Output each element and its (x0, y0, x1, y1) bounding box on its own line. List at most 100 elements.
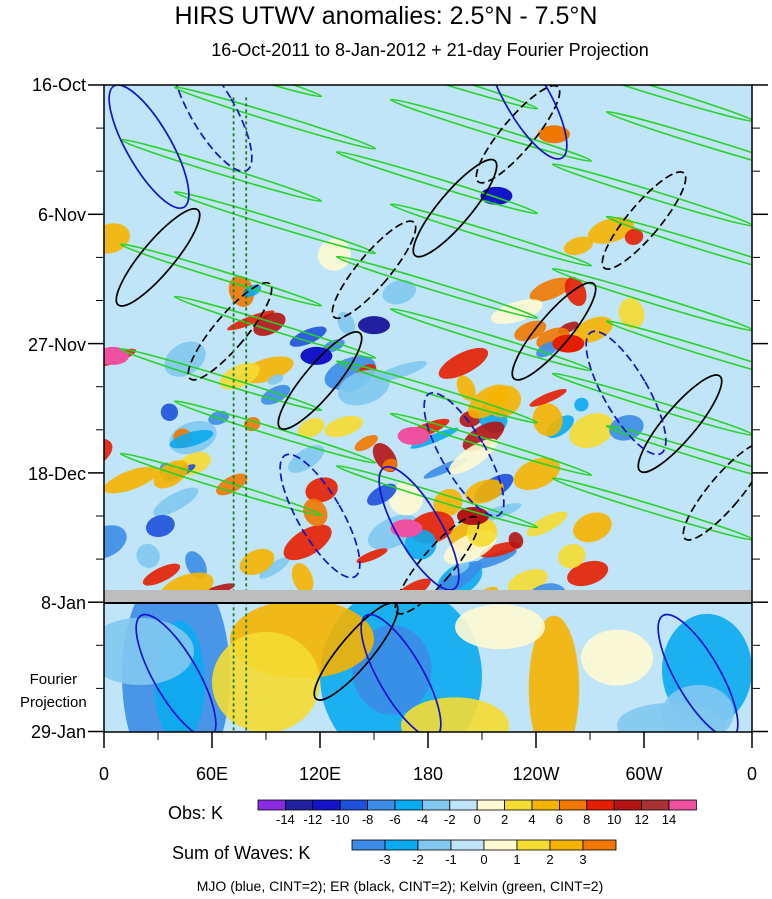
colorbar-cell (516, 839, 551, 851)
obs-blob (0, 437, 16, 491)
colorbar-label: 6 (555, 812, 564, 827)
colorbar-label: 2 (500, 812, 509, 827)
obs-blob (564, 276, 587, 306)
obs-blob (624, 228, 644, 246)
obs-blob (532, 403, 563, 437)
colorbar-cell (284, 799, 314, 811)
mjo-contour (423, 391, 505, 517)
y-tick-label-27-nov: 27-Nov (27, 335, 86, 355)
obs-blob (382, 279, 416, 305)
x-tick-label-60w: 60W (625, 764, 663, 784)
mjo-contour (135, 613, 217, 732)
obs-blob (104, 223, 130, 254)
colorbar-cell (549, 839, 584, 851)
er-contour (682, 441, 752, 541)
obs-blob (20, 751, 59, 786)
fourier-label-line-1: Fourier (29, 671, 78, 688)
obs-core (358, 316, 390, 335)
kelvin-contour (173, 190, 377, 255)
colorbar-cell (613, 799, 643, 811)
obs-blob (461, 731, 517, 782)
er-contour (601, 171, 687, 270)
mjo-contour (360, 613, 442, 732)
obs-blob (288, 445, 325, 473)
kelvin-contour (605, 215, 752, 280)
colorbar-cell (559, 799, 588, 811)
obs-blob (185, 551, 207, 579)
obs-blob (142, 563, 181, 586)
colorbar-label: -2 (444, 812, 456, 827)
projection-blob (528, 615, 580, 732)
obs-blob (354, 434, 378, 452)
y-tick-label-16-oct: 16-Oct (31, 75, 86, 95)
kelvin-contour (551, 85, 752, 123)
reference-lines (232, 97, 248, 732)
waves-colorbar-title: Sum of Waves: K (172, 843, 311, 863)
kelvin-contour (605, 320, 752, 384)
mjo-contour (585, 330, 667, 456)
colorbar-label: -12 (303, 812, 323, 827)
obs-blob (490, 299, 543, 324)
wave-contours (108, 85, 752, 732)
projection-blob (212, 631, 320, 732)
kelvin-contour (605, 424, 752, 489)
chart-subtitle: 16-Oct-2011 to 8-Jan-2012 + 21-day Fouri… (211, 40, 649, 60)
obs-blob (297, 417, 325, 438)
colorbar-cell (668, 799, 697, 811)
obs-blob (305, 477, 338, 503)
obs-blob (574, 397, 589, 412)
colorbar-label: -10 (330, 812, 350, 827)
obs-blob (303, 498, 328, 527)
obs-blob (291, 563, 314, 594)
kelvin-contour (551, 267, 752, 332)
kelvin-contour (551, 477, 752, 541)
obs-blob (343, 742, 368, 761)
obs-blob (64, 390, 103, 421)
obs-blob (153, 487, 199, 517)
colorbar-label: -8 (361, 812, 374, 827)
obs-blob (88, 736, 149, 781)
axis-ticks (88, 84, 768, 748)
obs-blob (410, 427, 459, 449)
fourier-projection-label: Fourier Projection (20, 668, 87, 714)
obs-blob (35, 313, 68, 333)
obs-blob (289, 326, 327, 347)
obs-core (480, 186, 513, 205)
obs-blob (324, 415, 364, 438)
er-contour (511, 281, 597, 381)
projection-anomaly-field (104, 603, 752, 732)
obs-blob (259, 557, 290, 579)
colorbar-label: -6 (389, 812, 401, 827)
colorbar-cell (257, 799, 286, 811)
obs-blob (337, 369, 390, 406)
obs-blob (389, 481, 424, 516)
obs-blob (49, 440, 68, 453)
obs-blob (529, 388, 567, 407)
kelvin-contour (389, 307, 593, 372)
waves-colorbar (351, 839, 617, 851)
obs-blob (267, 374, 284, 385)
obs-blob (436, 733, 459, 755)
chart-footer: MJO (blue, CINT=2); ER (black, CINT=2); … (196, 878, 604, 894)
colorbar-label: -2 (412, 852, 424, 867)
y-tick-label-18-dec: 18-Dec (27, 464, 86, 484)
obs-blob (438, 347, 489, 379)
obs-blob (26, 379, 92, 437)
er-contour (187, 281, 273, 381)
kelvin-contour (551, 163, 752, 227)
obs-blob (239, 548, 275, 576)
colorbar-cell (582, 839, 617, 851)
obs-blob (261, 384, 291, 405)
er-contour (115, 207, 201, 307)
obs-blob (145, 514, 175, 538)
obs-blob (0, 305, 25, 345)
obs-core (104, 346, 129, 365)
projection-blob (617, 702, 725, 732)
obs-blob (563, 236, 594, 256)
obs-blob (219, 362, 260, 390)
obs-blob (0, 305, 23, 340)
colorbar-label: 3 (579, 852, 587, 867)
kelvin-contour (389, 203, 593, 267)
obs-blob (573, 512, 612, 543)
x-tick-label-60e: 60E (195, 764, 229, 784)
